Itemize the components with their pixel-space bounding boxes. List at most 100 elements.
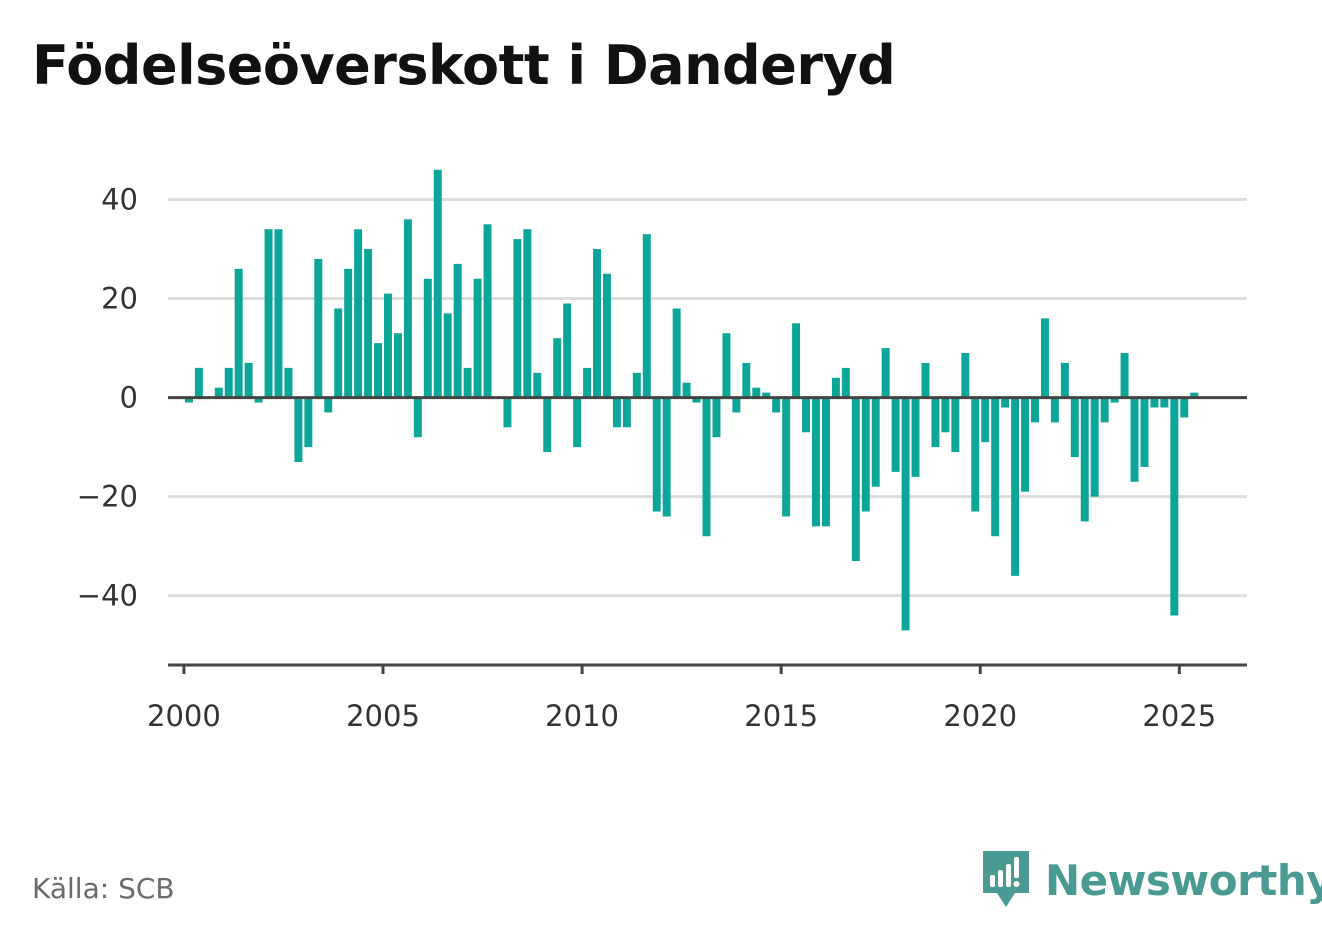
bar [602, 273, 611, 398]
y-tick-label: 40 [101, 183, 138, 217]
bar [712, 397, 721, 438]
brand-logo[interactable]: Newsworthy [981, 851, 1322, 909]
bar [413, 397, 422, 438]
x-tick-label: 2000 [147, 699, 221, 733]
bar [274, 229, 283, 398]
bar [1110, 397, 1119, 403]
bar [1170, 397, 1179, 616]
bar [1180, 397, 1189, 418]
bar [214, 387, 223, 398]
bar [393, 333, 402, 398]
bar [573, 397, 582, 448]
bar [622, 397, 631, 428]
chart-title: Födelseöverskott i Danderyd [32, 34, 896, 97]
bar [423, 278, 432, 398]
bar [971, 397, 980, 512]
bar [334, 308, 343, 398]
bar [1060, 362, 1069, 398]
bar [991, 397, 1000, 537]
bar [682, 382, 691, 398]
bar [831, 377, 840, 398]
bar [722, 333, 731, 398]
bar [951, 397, 960, 453]
bar [921, 362, 930, 398]
bar [364, 249, 373, 398]
bar [702, 397, 711, 537]
bar [1190, 392, 1199, 398]
bar [742, 362, 751, 398]
bar [642, 234, 651, 398]
bar [821, 397, 830, 527]
source-label: Källa: SCB [32, 872, 175, 905]
bar [483, 224, 492, 398]
x-tick-labels: 2000 2005 2010 2015 2020 2025 [147, 665, 1216, 733]
bar [543, 397, 552, 453]
bar [692, 397, 701, 403]
bar [184, 397, 193, 403]
bar [752, 387, 761, 398]
bar [632, 372, 641, 398]
bar [513, 239, 522, 398]
bar [782, 397, 791, 517]
bar [1031, 397, 1039, 423]
bar [792, 323, 801, 398]
bar [812, 397, 820, 527]
bar [851, 397, 860, 562]
brand-name: Newsworthy [1045, 855, 1322, 905]
bar [772, 397, 781, 413]
bar [194, 367, 203, 398]
x-tick-label: 2015 [744, 699, 818, 733]
bar [861, 397, 870, 512]
bar [1040, 318, 1049, 398]
bar [672, 308, 681, 398]
bar [324, 397, 333, 413]
bar [294, 397, 303, 462]
bar [224, 367, 233, 398]
bar [553, 338, 562, 398]
y-tick-label: −40 [77, 579, 138, 613]
bar [871, 397, 880, 487]
bar [841, 367, 850, 398]
y-tick-labels: −40 −20 0 20 40 [77, 183, 138, 613]
bar [1150, 397, 1159, 408]
x-tick-label: 2010 [545, 699, 619, 733]
bar [563, 303, 572, 398]
bar [244, 362, 253, 398]
bar [374, 343, 382, 398]
bar [961, 353, 970, 398]
y-tick-label: 20 [101, 282, 138, 316]
bar [1011, 397, 1020, 576]
bar [1021, 397, 1029, 492]
bar [354, 229, 363, 398]
x-tick-label: 2005 [346, 699, 420, 733]
bar [652, 397, 661, 512]
bar [503, 397, 512, 428]
bar [473, 278, 482, 398]
bar [463, 367, 472, 398]
bar [802, 397, 811, 433]
bar [523, 229, 532, 398]
bar [1130, 397, 1139, 482]
x-tick-label: 2025 [1142, 699, 1216, 733]
bars [184, 169, 1199, 631]
axes [168, 396, 1247, 667]
y-tick-label: −20 [77, 480, 138, 514]
bar [593, 249, 601, 398]
bar [901, 397, 910, 631]
bar [1140, 397, 1149, 467]
bar [234, 268, 243, 398]
bar [941, 397, 950, 433]
bar [583, 367, 592, 398]
bar [931, 397, 940, 448]
bar [662, 397, 671, 517]
bar [1160, 397, 1169, 408]
bar [314, 258, 323, 398]
bar [1070, 397, 1079, 458]
newsworthy-logo-icon [983, 851, 1029, 907]
bar [1120, 353, 1129, 398]
bar [254, 397, 263, 403]
bar [433, 169, 442, 398]
bar [1001, 397, 1010, 408]
x-tick-label: 2020 [943, 699, 1017, 733]
bar [891, 397, 900, 472]
